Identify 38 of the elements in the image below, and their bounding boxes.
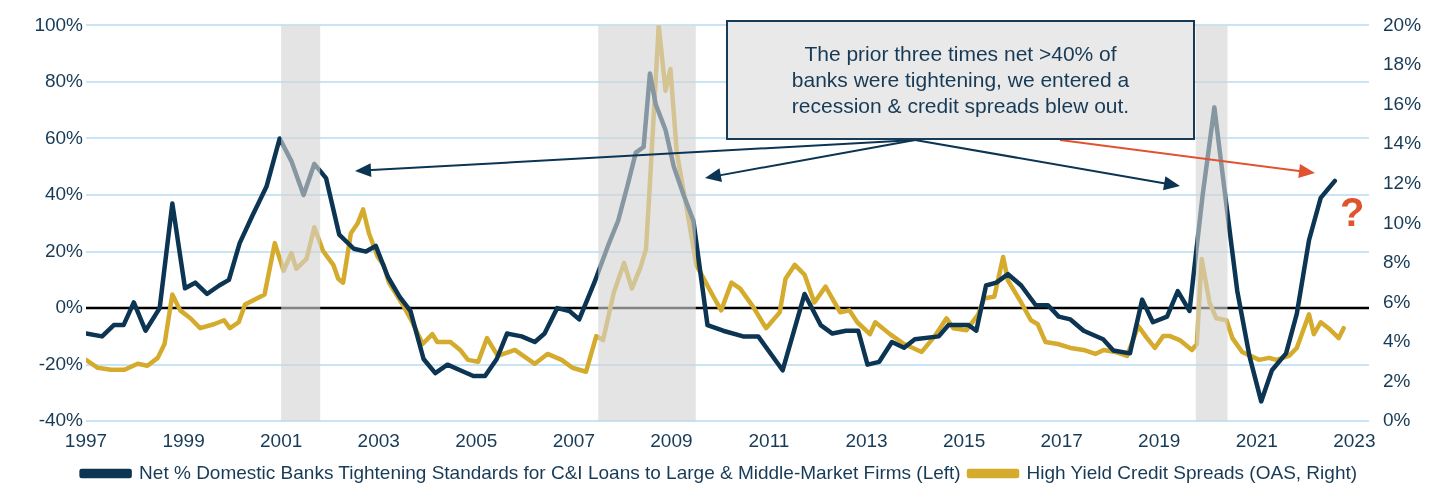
y-tick-label: 40% xyxy=(44,183,84,205)
x-tick-label: 2015 xyxy=(942,429,986,451)
y2-tick-label: 20% xyxy=(1383,13,1422,35)
y-tick-label: 100% xyxy=(34,13,84,35)
x-tick-label: 2005 xyxy=(455,429,498,451)
callout-box: The prior three times net >40% of banks were tightening, we entered a recession & credit spreads blew out. xyxy=(726,20,1195,140)
x-tick-label: 2013 xyxy=(845,429,888,451)
x-tick-label: 2009 xyxy=(650,429,693,451)
y2-tick-label: 12% xyxy=(1383,171,1422,193)
x-tick-label: 2023 xyxy=(1333,429,1376,451)
y-tick-label: -40% xyxy=(38,409,84,431)
x-tick-label: 2001 xyxy=(259,429,303,451)
y2-tick-label: 18% xyxy=(1383,53,1422,75)
annotation: ? xyxy=(1340,190,1365,235)
y2-tick-label: 2% xyxy=(1383,369,1411,391)
x-tick-label: 2017 xyxy=(1040,429,1083,451)
y2-tick-label: 10% xyxy=(1383,211,1422,233)
x-tick-label: 1997 xyxy=(64,429,108,451)
legend-label: Net % Domestic Banks Tightening Standards for C&I Loans to Large & Middle-Market Firms (Left) xyxy=(139,461,961,483)
y2-tick-label: 8% xyxy=(1383,251,1411,273)
y-tick-label: 80% xyxy=(44,70,84,92)
y2-tick-label: 0% xyxy=(1383,409,1411,431)
y-tick-label: 60% xyxy=(44,126,84,148)
x-tick-label: 2003 xyxy=(357,429,400,451)
y2-tick-label: 14% xyxy=(1383,132,1422,154)
annotation: The prior three times net >40% of banks were tightening, we entered a recession & credit spreads blew out. xyxy=(790,41,1131,119)
y2-tick-label: 16% xyxy=(1383,92,1422,114)
y-tick-label: -20% xyxy=(38,352,84,374)
x-tick-label: 2021 xyxy=(1235,429,1278,451)
x-tick-label: 1999 xyxy=(162,429,205,451)
x-tick-label: 2007 xyxy=(552,429,595,451)
x-tick-label: 2019 xyxy=(1138,429,1181,451)
legend-label: High Yield Credit Spreads (OAS, Right) xyxy=(1026,461,1358,483)
y2-tick-label: 4% xyxy=(1383,330,1411,352)
y-tick-label: 0% xyxy=(55,296,84,318)
y-tick-label: 20% xyxy=(44,239,84,261)
x-tick-label: 2011 xyxy=(748,429,790,451)
y2-tick-label: 6% xyxy=(1383,290,1411,312)
